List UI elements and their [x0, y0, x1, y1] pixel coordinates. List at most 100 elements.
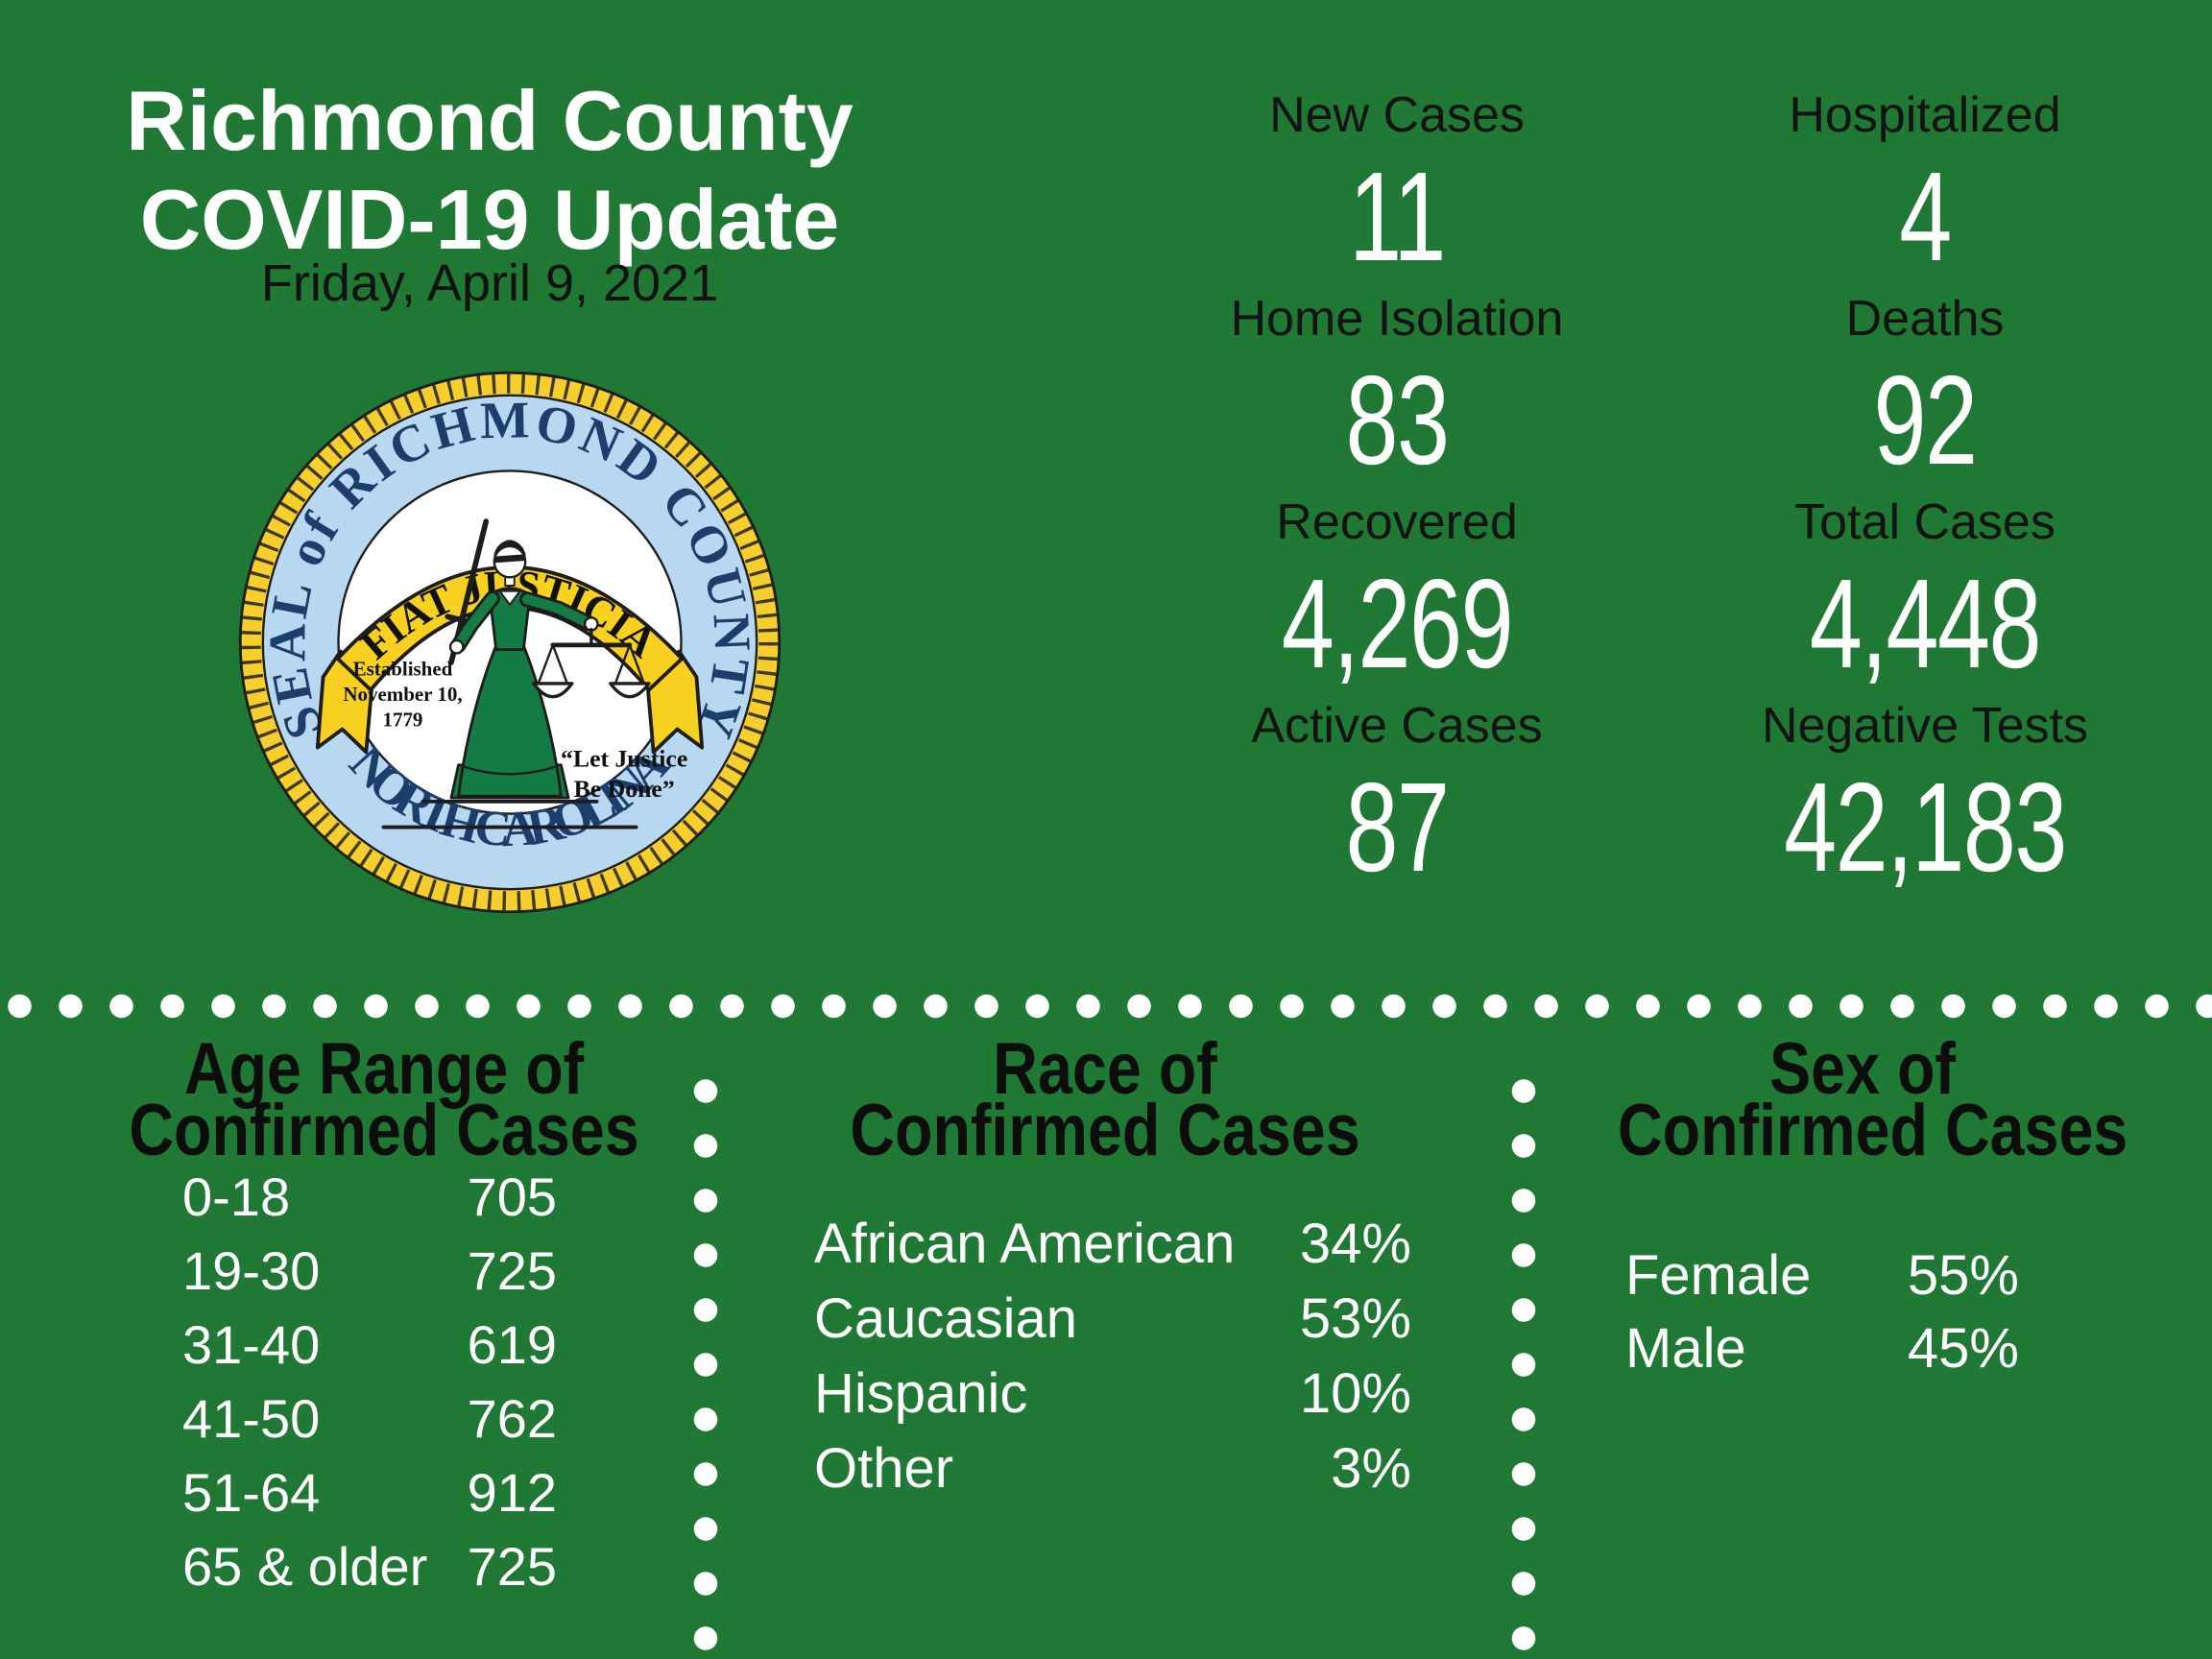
stats-grid: New Cases 11 Hospitalized 4 Home Isolati…	[1133, 84, 2189, 899]
age-table: 0-18 705 19-30 725 31-40 619 41-50 762 5…	[182, 1160, 557, 1603]
age-row-65-older: 65 & older 725	[182, 1529, 557, 1603]
stat-value: 11	[1349, 146, 1446, 287]
page-title-line2: COVID-19 Update	[139, 172, 840, 267]
stat-deaths: Deaths 92	[1661, 288, 2189, 492]
stat-label: Home Isolation	[1230, 291, 1564, 347]
scales-icon	[532, 627, 651, 699]
stat-label: Deaths	[1845, 291, 2005, 347]
stat-value: 4	[1899, 146, 1952, 287]
stat-value: 87	[1345, 757, 1450, 898]
stat-value: 4,269	[1281, 553, 1514, 694]
svg-text:“Let Justice: “Let Justice	[561, 745, 687, 773]
page-title: Richmond County COVID-19 Update	[86, 71, 893, 269]
sex-heading-line1: Sex of	[1769, 1028, 1956, 1110]
left-hand	[448, 638, 465, 655]
age-range-label: 19-30	[182, 1240, 321, 1301]
stat-home-isolation: Home Isolation 83	[1133, 288, 1661, 492]
race-label: Other	[814, 1436, 954, 1500]
skirt-tier-line	[463, 765, 557, 776]
age-range-value: 912	[467, 1462, 557, 1523]
stat-label: Hospitalized	[1789, 87, 2061, 143]
sex-label: Female	[1625, 1243, 1812, 1307]
age-row-0-18: 0-18 705	[182, 1160, 557, 1234]
vertical-dotted-divider-right	[1511, 1064, 1536, 1659]
stat-value: 42,183	[1784, 757, 2067, 898]
race-row-hispanic: Hispanic 10%	[814, 1356, 1411, 1431]
stat-label: Negative Tests	[1761, 698, 2089, 754]
race-value: 53%	[1299, 1286, 1411, 1350]
age-range-label: 0-18	[182, 1166, 291, 1227]
collar	[498, 589, 521, 606]
stat-recovered: Recovered 4,269	[1133, 492, 1661, 695]
stat-value: 4,448	[1809, 553, 2042, 694]
lady-justice-figure	[381, 518, 651, 830]
race-label: African American	[814, 1212, 1236, 1275]
age-heading-line2: Confirmed Cases	[129, 1090, 639, 1171]
race-row-african-american: African American 34%	[814, 1206, 1411, 1281]
stat-new-cases: New Cases 11	[1133, 84, 1661, 288]
race-heading-line2: Confirmed Cases	[850, 1090, 1360, 1171]
county-seal: SEAL of RICHMOND COUNTY NORTH CAROLINA F…	[235, 368, 784, 917]
age-range-value: 762	[467, 1388, 557, 1449]
svg-text:November 10,: November 10,	[343, 683, 462, 706]
svg-text:Be Done”: Be Done”	[574, 775, 675, 803]
sex-table: Female 55% Male 45%	[1625, 1238, 2019, 1384]
horizontal-dotted-divider	[0, 994, 2212, 1019]
vertical-dotted-divider-left	[693, 1064, 718, 1659]
stat-value: 83	[1345, 349, 1450, 491]
age-range-label: 31-40	[182, 1314, 321, 1375]
race-table: African American 34% Caucasian 53% Hispa…	[814, 1206, 1411, 1505]
blindfold	[493, 554, 526, 564]
sex-row-male: Male 45%	[1625, 1311, 2019, 1384]
age-range-value: 705	[467, 1166, 557, 1227]
race-value: 34%	[1299, 1212, 1411, 1275]
stat-label: Recovered	[1276, 494, 1518, 550]
age-range-label: 51-64	[182, 1462, 321, 1523]
age-section-heading: Age Range of Confirmed Cases	[107, 1028, 661, 1171]
left-arm	[453, 592, 498, 651]
sex-value: 55%	[1907, 1243, 2019, 1307]
race-section-heading: Race of Confirmed Cases	[811, 1028, 1399, 1171]
age-range-label: 41-50	[182, 1388, 321, 1449]
age-range-value: 619	[467, 1314, 557, 1375]
stat-active-cases: Active Cases 87	[1133, 695, 1661, 899]
seal-motto-text: “Let Justice Be Done”	[561, 745, 687, 803]
report-date: Friday, April 9, 2021	[260, 254, 719, 312]
age-row-31-40: 31-40 619	[182, 1308, 557, 1382]
age-range-value: 725	[467, 1536, 557, 1597]
stat-negative-tests: Negative Tests 42,183	[1661, 695, 2189, 899]
age-row-19-30: 19-30 725	[182, 1234, 557, 1308]
svg-text:1779: 1779	[382, 709, 422, 732]
stat-label: Total Cases	[1794, 494, 2056, 550]
race-label: Hispanic	[814, 1361, 1028, 1425]
stat-total-cases: Total Cases 4,448	[1661, 492, 2189, 695]
seal-established-text: Established November 10, 1779	[343, 657, 462, 731]
seal-rope-twists	[241, 373, 779, 911]
county-seal-graphic: SEAL of RICHMOND COUNTY NORTH CAROLINA F…	[238, 371, 781, 914]
race-value: 10%	[1299, 1361, 1411, 1425]
race-value: 3%	[1331, 1436, 1411, 1500]
stat-value: 92	[1873, 349, 1978, 491]
sex-row-female: Female 55%	[1625, 1238, 2019, 1311]
stat-label: New Cases	[1269, 87, 1525, 143]
age-row-41-50: 41-50 762	[182, 1382, 557, 1455]
age-range-label: 65 & older	[182, 1536, 428, 1597]
sex-value: 45%	[1907, 1316, 2019, 1380]
age-heading-line1: Age Range of	[183, 1028, 585, 1110]
stat-label: Active Cases	[1251, 698, 1543, 754]
svg-text:Established: Established	[353, 657, 453, 680]
race-label: Caucasian	[814, 1286, 1078, 1350]
race-row-caucasian: Caucasian 53%	[814, 1281, 1411, 1356]
page-title-line1: Richmond County	[126, 73, 854, 168]
age-range-value: 725	[467, 1240, 557, 1301]
seal-banner-ribbon	[315, 565, 705, 755]
stat-hospitalized: Hospitalized 4	[1661, 84, 2189, 288]
race-heading-line1: Race of	[993, 1028, 1217, 1110]
hair	[493, 540, 527, 557]
race-row-other: Other 3%	[814, 1431, 1411, 1505]
age-row-51-64: 51-64 912	[182, 1455, 557, 1529]
sex-section-heading: Sex of Confirmed Cases	[1618, 1028, 2128, 1167]
right-arm	[521, 593, 594, 629]
sex-label: Male	[1625, 1316, 1746, 1380]
